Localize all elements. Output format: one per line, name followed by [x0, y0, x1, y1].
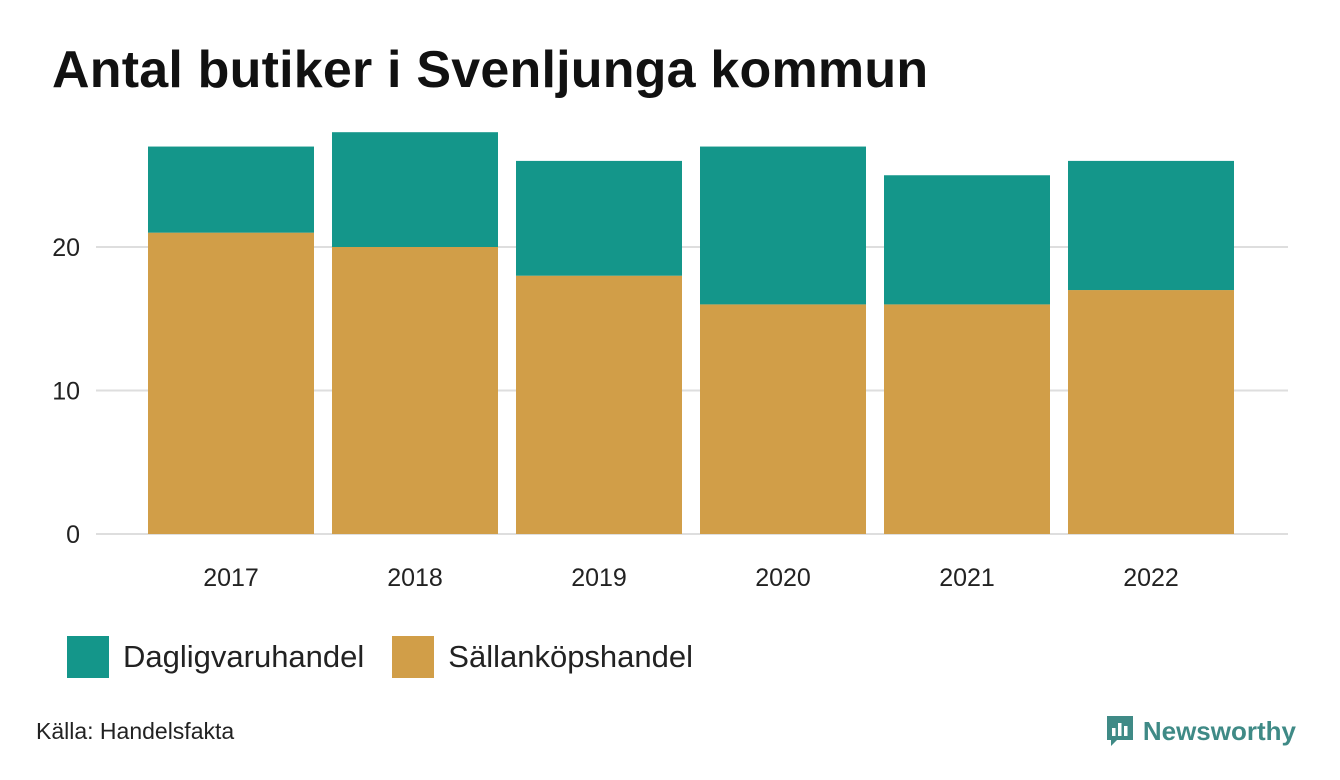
- y-tick-20: 20: [52, 234, 80, 262]
- bar-2022-dagligvaruhandel: [1068, 160, 1234, 291]
- bar-2019-sllankpshandel: [516, 275, 682, 534]
- bar-2019-dagligvaruhandel: [516, 160, 682, 276]
- x-tick-2020: 2020: [755, 564, 811, 592]
- chart-title: Antal butiker i Svenljunga kommun: [52, 41, 929, 99]
- bar-2017-dagligvaruhandel: [148, 146, 314, 233]
- legend-item-sallankopshandel: Sällanköpshandel: [392, 636, 693, 678]
- bar-2020-sllankpshandel: [700, 304, 866, 534]
- x-axis-ticks: 2017 2018 2019 2020 2021 2022: [203, 564, 1179, 592]
- y-axis-ticks: 0 10 20: [52, 234, 80, 549]
- brand: Newsworthy: [1105, 714, 1296, 748]
- bar-2021-dagligvaruhandel: [884, 175, 1050, 305]
- x-tick-2017: 2017: [203, 564, 259, 592]
- bar-2020-dagligvaruhandel: [700, 146, 866, 305]
- y-tick-0: 0: [66, 521, 80, 549]
- legend-swatch-sallankopshandel: [392, 636, 435, 678]
- bar-2022-sllankpshandel: [1068, 290, 1234, 534]
- y-tick-10: 10: [52, 378, 80, 406]
- bar-2017-sllankpshandel: [148, 232, 314, 534]
- x-tick-2019: 2019: [571, 564, 627, 592]
- legend-item-dagligvaruhandel: Dagligvaruhandel: [67, 636, 364, 678]
- x-tick-2021: 2021: [939, 564, 995, 592]
- legend: Dagligvaruhandel Sällanköpshandel: [67, 636, 721, 678]
- bar-2018-sllankpshandel: [332, 247, 498, 534]
- legend-swatch-dagligvaruhandel: [67, 636, 109, 678]
- brand-label: Newsworthy: [1142, 715, 1296, 746]
- source-note: Källa: Handelsfakta: [36, 718, 235, 744]
- bar-2018-dagligvaruhandel: [332, 132, 498, 247]
- legend-label-sallankopshandel: Sällanköpshandel: [448, 639, 694, 674]
- x-tick-2022: 2022: [1123, 564, 1179, 592]
- bar-2021-sllankpshandel: [884, 304, 1050, 534]
- bar-chart: 0 10 20 2017 2018 2019 2020 2021 2022: [52, 132, 1288, 592]
- newsworthy-logo-icon: [1106, 716, 1133, 746]
- bars: [148, 132, 1234, 534]
- x-tick-2018: 2018: [387, 564, 443, 592]
- legend-label-dagligvaruhandel: Dagligvaruhandel: [123, 639, 365, 674]
